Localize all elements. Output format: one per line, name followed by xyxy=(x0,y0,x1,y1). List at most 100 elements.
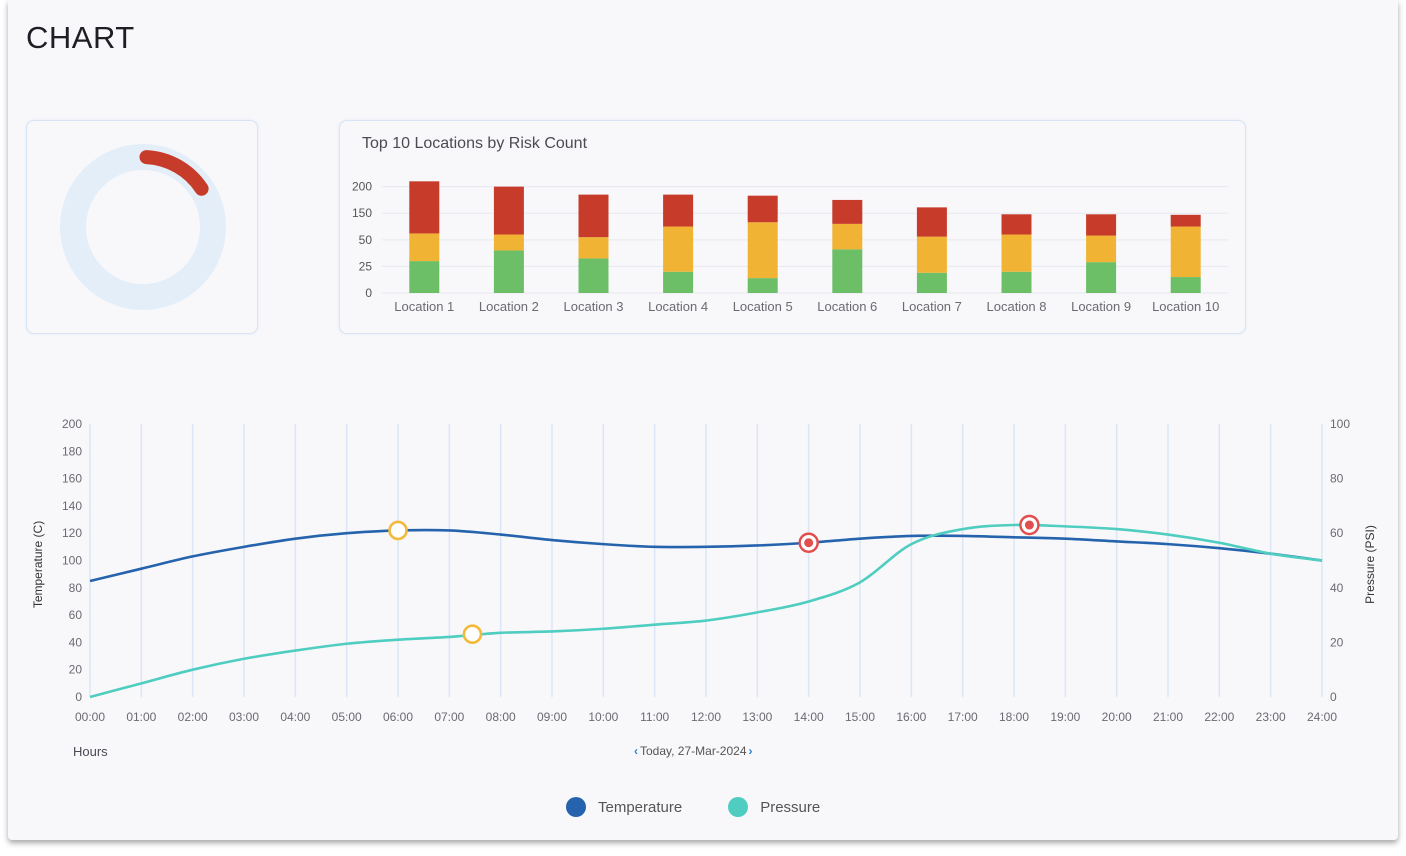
bar-segment xyxy=(916,207,947,237)
pressure-swatch-icon xyxy=(728,797,749,817)
bar-segment xyxy=(1001,271,1032,293)
left-y-tick-label: 100 xyxy=(62,554,82,568)
x-tick-label: 11:00 xyxy=(640,710,669,724)
x-tick-label: 06:00 xyxy=(383,710,413,724)
right-y-tick-label: 0 xyxy=(1330,690,1337,704)
bar-category-label: Location 7 xyxy=(902,299,962,314)
x-tick-label: 20:00 xyxy=(1102,710,1132,724)
right-y-tick-label: 60 xyxy=(1330,526,1344,540)
series-line-pressure xyxy=(89,523,1323,699)
bar-y-tick-label: 150 xyxy=(352,206,372,220)
left-y-tick-label: 80 xyxy=(69,581,83,595)
left-y-tick-label: 0 xyxy=(75,690,82,704)
x-tick-label: 03:00 xyxy=(229,710,259,724)
x-tick-label: 17:00 xyxy=(948,710,978,724)
bar-segment xyxy=(747,278,778,293)
bar-segment xyxy=(1086,214,1117,236)
page-title: CHART xyxy=(26,20,135,55)
bar-y-tick-label: 0 xyxy=(365,286,372,300)
bar-segment xyxy=(832,249,863,293)
bar-segment xyxy=(409,261,440,293)
left-y-tick-label: 40 xyxy=(69,635,83,649)
gauge-value-arc xyxy=(139,150,209,196)
x-tick-label: 05:00 xyxy=(332,710,362,724)
x-tick-label: 19:00 xyxy=(1050,710,1080,724)
bar-y-tick-label: 200 xyxy=(352,180,372,194)
alarm-marker-core xyxy=(1024,520,1034,530)
next-day-chevron-icon[interactable]: › xyxy=(748,744,753,758)
bar-category-label: Location 8 xyxy=(987,299,1047,314)
x-tick-label: 10:00 xyxy=(588,710,618,724)
temperature-pressure-line-chart: 00:00 01:00 02:00 03:00 04:00 05:00 06:00 07:00… xyxy=(31,417,1377,724)
chart-legend: Temperature Pressure xyxy=(566,797,820,817)
left-y-tick-label: 140 xyxy=(62,499,82,513)
bar-segment xyxy=(1170,226,1201,278)
x-tick-label: 22:00 xyxy=(1204,710,1234,724)
bar-segment xyxy=(916,236,947,273)
bar-segment xyxy=(663,194,694,227)
bar-segment xyxy=(1001,234,1032,272)
bar-segment xyxy=(1170,277,1201,293)
series-line-temperature xyxy=(89,528,1323,583)
bar-category-label: Location 2 xyxy=(479,299,539,314)
x-tick-label: 15:00 xyxy=(845,710,875,724)
legend-item-pressure[interactable]: Pressure xyxy=(728,797,820,817)
warning-marker xyxy=(462,624,483,645)
x-tick-label: 00:00 xyxy=(75,710,105,724)
x-tick-label: 12:00 xyxy=(691,710,721,724)
bar-segment xyxy=(578,237,609,259)
left-y-tick-label: 20 xyxy=(69,663,83,677)
x-tick-label: 16:00 xyxy=(896,710,926,724)
alarm-marker-core xyxy=(804,538,814,548)
bar-segment xyxy=(663,271,694,293)
right-y-tick-label: 40 xyxy=(1330,581,1344,595)
date-navigator: ‹ Today, 27-Mar-2024 › xyxy=(634,744,753,758)
bar-segment xyxy=(747,222,778,279)
bar-category-label: Location 9 xyxy=(1071,299,1131,314)
risk-bar-chart: 0 25 50 150 200 Location 1 Location 2 Location … xyxy=(352,180,1228,314)
risk-bar-chart-card: Top 10 Locations by Risk Count 0 25 50 150 2… xyxy=(339,120,1246,334)
x-tick-label: 04:00 xyxy=(280,710,310,724)
x-tick-label: 24:00 xyxy=(1307,710,1337,724)
left-y-tick-label: 160 xyxy=(62,472,82,486)
bar-category-label: Location 4 xyxy=(648,299,708,314)
bar-segment xyxy=(493,186,524,235)
bar-category-label: Location 3 xyxy=(564,299,624,314)
left-axis-title: Temperature (C) xyxy=(31,521,45,608)
bar-segment xyxy=(663,226,694,272)
bar-segment xyxy=(1001,214,1032,235)
bar-segment xyxy=(493,250,524,293)
previous-day-chevron-icon[interactable]: ‹ xyxy=(634,744,638,758)
x-tick-label: 09:00 xyxy=(537,710,567,724)
bar-segment xyxy=(832,199,863,224)
bar-segment xyxy=(578,258,609,293)
legend-label-temperature: Temperature xyxy=(598,798,683,816)
x-tick-label: 21:00 xyxy=(1153,710,1183,724)
x-tick-label: 23:00 xyxy=(1256,710,1286,724)
date-label: Today, 27-Mar-2024 xyxy=(640,744,747,758)
left-y-tick-label: 200 xyxy=(62,417,82,431)
bar-y-tick-label: 25 xyxy=(359,259,373,273)
legend-item-temperature[interactable]: Temperature xyxy=(566,797,682,817)
bar-segment xyxy=(1170,214,1201,227)
bar-segment xyxy=(578,194,609,238)
chart-page: CHART Top 10 Locations by Risk Count 0 25… xyxy=(8,0,1398,840)
x-tick-label: 08:00 xyxy=(486,710,516,724)
bar-category-label: Location 5 xyxy=(733,299,793,314)
bar-chart-title: Top 10 Locations by Risk Count xyxy=(362,135,588,152)
right-y-tick-label: 20 xyxy=(1330,635,1344,649)
right-y-tick-label: 80 xyxy=(1330,472,1344,486)
x-tick-label: 13:00 xyxy=(742,710,772,724)
bar-category-label: Location 1 xyxy=(394,299,454,314)
x-tick-label: 14:00 xyxy=(794,710,824,724)
bar-segment xyxy=(747,195,778,223)
bar-segment xyxy=(1086,262,1117,293)
x-tick-label: 07:00 xyxy=(434,710,464,724)
bar-segment xyxy=(493,234,524,251)
left-y-tick-label: 60 xyxy=(69,608,83,622)
x-tick-label: 02:00 xyxy=(178,710,208,724)
bar-segment xyxy=(409,181,440,234)
bar-category-label: Location 6 xyxy=(817,299,877,314)
bar-segment xyxy=(832,223,863,250)
right-axis-title: Pressure (PSI) xyxy=(1363,525,1377,604)
